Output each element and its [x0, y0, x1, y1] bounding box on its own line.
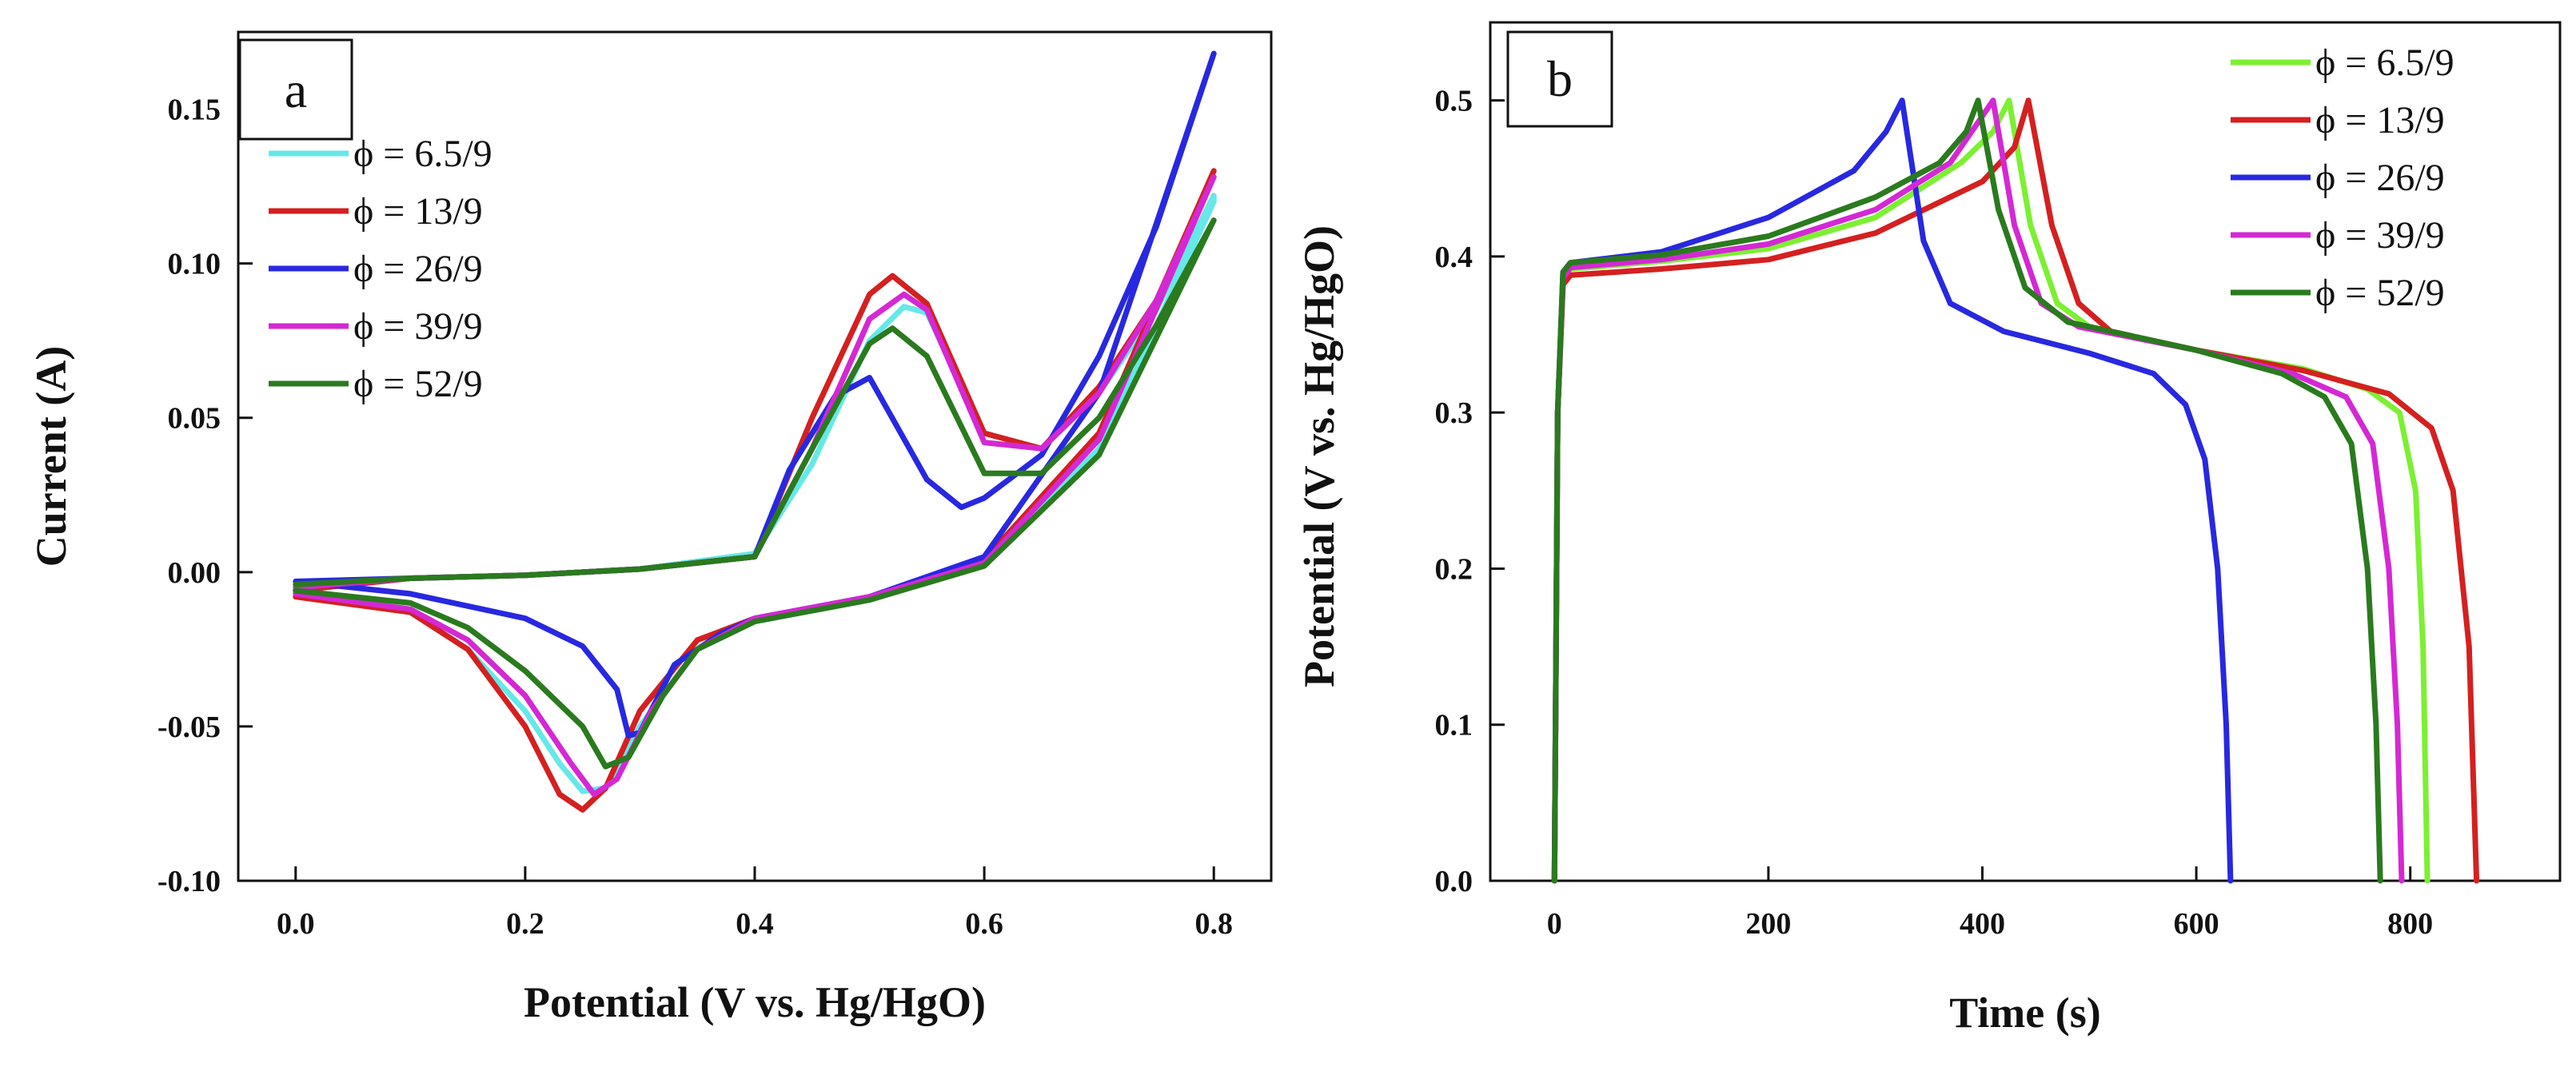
panel-b-y-tick-label: 0.4 — [1435, 241, 1473, 274]
panel-b-y-tick-label: 0.2 — [1435, 552, 1473, 586]
panel-b-x-ticks: 0 200 400 600 800 — [1547, 866, 2433, 941]
panel-b-legend-label: ϕ = 52/9 — [2315, 272, 2445, 314]
panel-b-plot-frame — [1489, 21, 2562, 882]
panel-b-y-ticks: 0.0 0.1 0.2 0.3 0.4 0.5 — [1435, 85, 1505, 898]
panel-a-x-tick-label: 0.6 — [965, 907, 1003, 941]
panel-a-x-tick-label: 0.4 — [736, 907, 774, 941]
panel-b-series — [1551, 98, 2480, 884]
panel-a-y-axis-title: Current (A) — [27, 346, 75, 567]
panel-a-legend-label: ϕ = 13/9 — [353, 190, 483, 233]
panel-a-series-line-5 — [293, 217, 1217, 770]
panel-b-legend-label: ϕ = 26/9 — [2315, 157, 2445, 199]
panel-a-label: a — [285, 62, 307, 118]
panel-b-x-tick-label: 600 — [2174, 907, 2219, 941]
panel-b-y-tick-label: 0.3 — [1435, 396, 1473, 430]
panel-b-x-tick-label: 800 — [2387, 907, 2433, 941]
panel-a-legend: ϕ = 6.5/9 ϕ = 13/9 ϕ = 26/9 ϕ = 39/9 ϕ = 52/… — [269, 133, 492, 405]
panel-b-y-tick-label: 0.5 — [1435, 85, 1473, 118]
panel-a-series-line-1 — [293, 193, 1217, 794]
panel-a-legend-label: ϕ = 39/9 — [353, 305, 483, 348]
panel-b-series-line-2 — [1551, 98, 2480, 884]
panel-a-series-line-3 — [293, 50, 1217, 739]
panel-b-x-axis-title: Time (s) — [1949, 989, 2100, 1037]
panel-a-series — [293, 50, 1217, 813]
panel-a-legend-label: ϕ = 52/9 — [353, 363, 483, 405]
panel-a-y-tick-label: 0.10 — [168, 248, 221, 281]
panel-b-series-line-3 — [1551, 98, 2234, 884]
panel-a-x-tick-label: 0.8 — [1194, 907, 1233, 941]
panel-a-legend-label: ϕ = 6.5/9 — [353, 133, 492, 175]
panel-b-x-tick-label: 200 — [1745, 907, 1791, 941]
panel-a-x-tick-label: 0.2 — [506, 907, 544, 941]
panel-a-cv-chart: 0.0 0.2 0.4 0.6 0.8 -0.10 -0.05 0.00 0.05 0.10 0.… — [27, 30, 1273, 1026]
panel-a-y-tick-label: -0.05 — [158, 711, 221, 744]
panel-b-x-tick-label: 400 — [1960, 907, 2005, 941]
panel-a-label-box — [238, 38, 353, 141]
panel-b-label: b — [1547, 50, 1573, 107]
panel-a-y-tick-label: 0.00 — [168, 556, 221, 590]
panel-b-legend-label: ϕ = 39/9 — [2315, 214, 2445, 257]
panel-b-legend-label: ϕ = 13/9 — [2315, 99, 2445, 141]
panel-a-y-ticks: -0.10 -0.05 0.00 0.05 0.10 0.15 — [158, 94, 253, 898]
panel-a-x-tick-label: 0.0 — [277, 907, 315, 941]
panel-b-legend: ϕ = 6.5/9 ϕ = 13/9 ϕ = 26/9 ϕ = 39/9 ϕ = 52/… — [2231, 42, 2454, 314]
panel-a-y-tick-label: 0.15 — [168, 94, 221, 127]
panel-b-y-tick-label: 0.1 — [1435, 709, 1473, 743]
panel-b-x-tick-label: 0 — [1547, 907, 1562, 941]
panel-b-series-line-1 — [1551, 98, 2430, 884]
panel-a-x-ticks: 0.0 0.2 0.4 0.6 0.8 — [277, 866, 1233, 941]
panel-b-y-axis-title: Potential (V vs. Hg/HgO) — [1295, 225, 1343, 687]
panel-b-series-line-4 — [1551, 98, 2405, 884]
panel-a-legend-label: ϕ = 26/9 — [353, 248, 483, 290]
panel-b-series-line-5 — [1551, 98, 2383, 884]
panel-b-y-tick-label: 0.0 — [1435, 865, 1473, 898]
panel-b-legend-label: ϕ = 6.5/9 — [2315, 42, 2454, 84]
panel-a-x-axis-title: Potential (V vs. Hg/HgO) — [524, 978, 986, 1026]
panel-b-gcd-chart: 0 200 400 600 800 0.0 0.1 0.2 0.3 0.4 0.5 b ϕ = 6… — [1295, 21, 2562, 1037]
panel-a-y-tick-label: -0.10 — [158, 865, 221, 898]
panel-a-y-tick-label: 0.05 — [168, 402, 221, 436]
panel-b-label-box — [1506, 30, 1613, 128]
